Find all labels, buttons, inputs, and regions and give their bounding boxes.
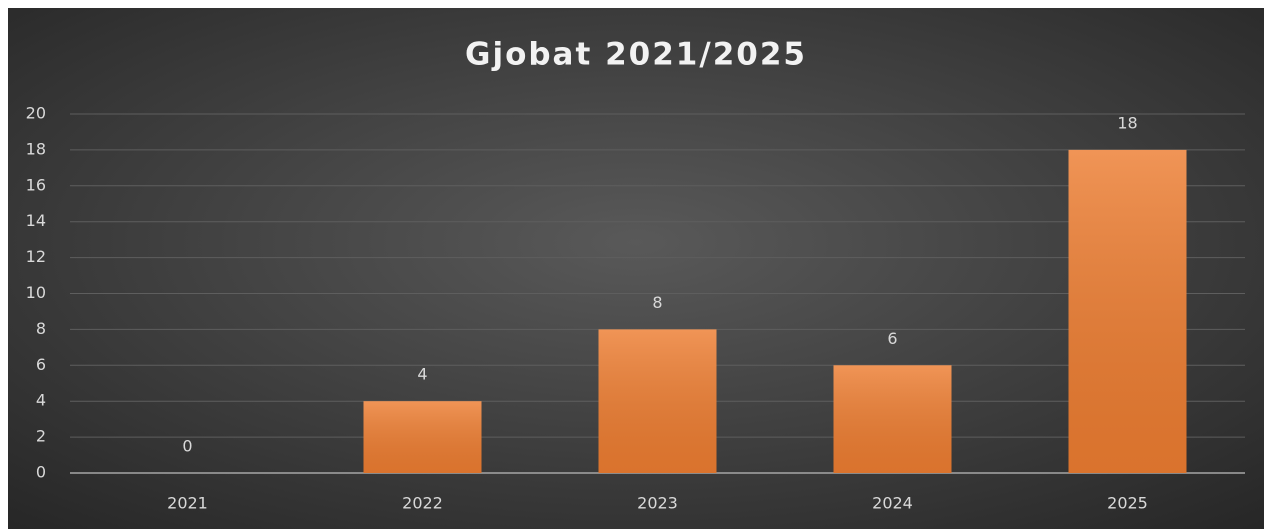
y-tick-label: 18 — [26, 139, 46, 158]
bar-shade — [598, 329, 717, 473]
y-tick-label: 12 — [26, 247, 46, 266]
y-tick-label: 2 — [36, 427, 46, 446]
data-label: 8 — [652, 293, 662, 312]
x-tick-label: 2024 — [872, 494, 913, 513]
bar-shade — [833, 365, 952, 473]
data-label: 0 — [182, 437, 192, 456]
y-tick-label: 8 — [36, 319, 46, 338]
y-tick-label: 14 — [26, 211, 46, 230]
bar-group — [833, 365, 952, 473]
data-label: 4 — [417, 365, 427, 384]
x-tick-label: 2021 — [167, 494, 208, 513]
bar-shade — [363, 401, 482, 473]
y-tick-label: 20 — [26, 104, 46, 123]
x-tick-label: 2025 — [1107, 494, 1148, 513]
y-tick-label: 16 — [26, 175, 46, 194]
x-tick-label: 2023 — [637, 494, 678, 513]
y-tick-label: 0 — [36, 463, 46, 482]
bar-group — [363, 401, 482, 473]
data-label: 18 — [1117, 113, 1137, 132]
y-tick-label: 6 — [36, 355, 46, 374]
bar-group — [1068, 149, 1187, 473]
data-label: 6 — [887, 329, 897, 348]
chart-title: Gjobat 2021/2025 — [465, 37, 807, 73]
x-tick-label: 2022 — [402, 494, 443, 513]
y-tick-label: 10 — [26, 283, 46, 302]
bar-shade — [1068, 149, 1187, 473]
y-tick-label: 4 — [36, 391, 46, 410]
bar-group — [598, 329, 717, 473]
